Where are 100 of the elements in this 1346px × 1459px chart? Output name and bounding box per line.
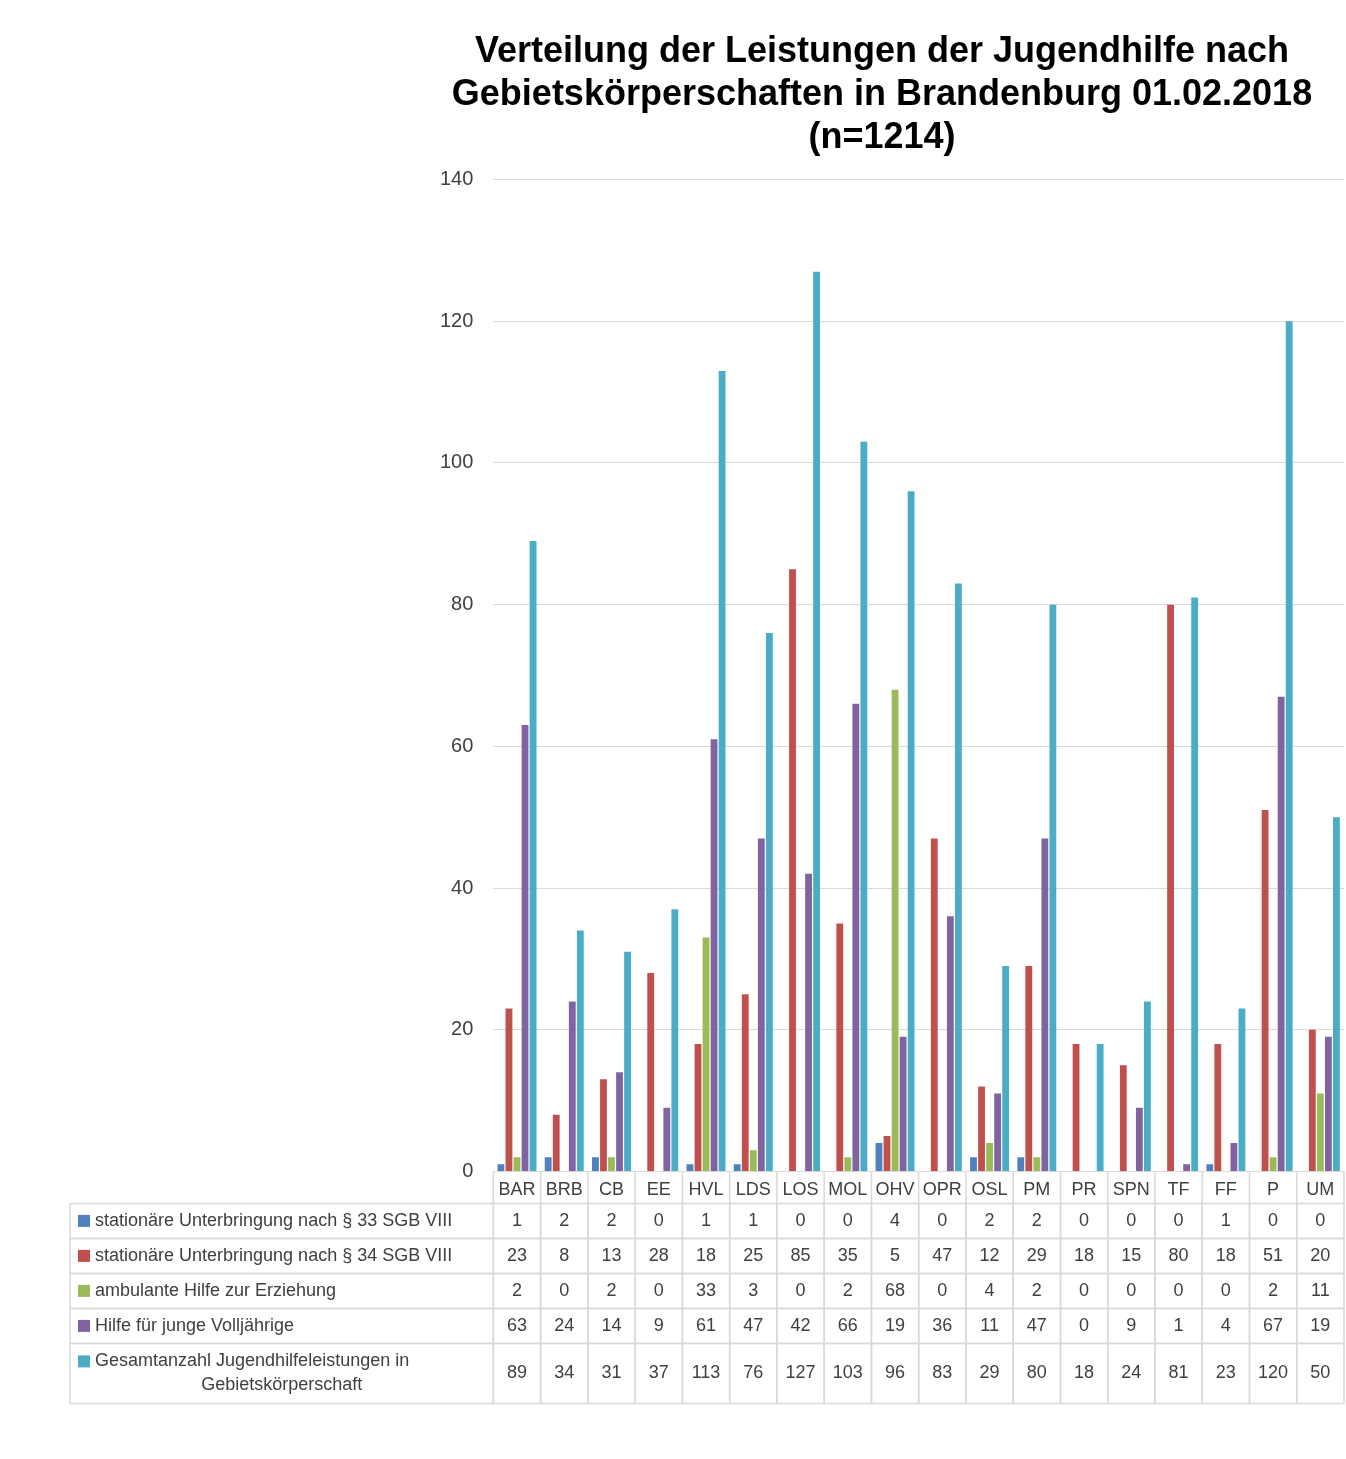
data-label: 113 <box>691 1362 721 1383</box>
data-label: 14 <box>601 1314 622 1335</box>
x-tick-label: MOL <box>828 1179 868 1200</box>
bar <box>805 873 812 1171</box>
chart-title: Verteilung der Leistungen der Jugendhilfe nach Gebietskörperschaften in Brandenburg 01.02.2018 (n=1214) <box>451 28 1313 156</box>
data-label: 24 <box>1121 1362 1142 1383</box>
data-label: 0 <box>1079 1314 1090 1335</box>
bar <box>836 923 844 1171</box>
data-label: 120 <box>1258 1362 1289 1383</box>
data-label: 23 <box>1215 1362 1236 1383</box>
data-label: 28 <box>648 1244 669 1265</box>
data-label: 18 <box>696 1244 717 1265</box>
data-label: 61 <box>696 1314 717 1335</box>
data-label: 18 <box>1074 1244 1095 1265</box>
data-label: 0 <box>795 1279 806 1300</box>
x-tick-label: TF <box>1167 1179 1190 1200</box>
data-label: 8 <box>559 1244 570 1265</box>
data-label: 0 <box>1220 1279 1231 1300</box>
legend-label: stationäre Unterbringung nach § 34 SGB VIII <box>95 1244 453 1265</box>
legend-label: Gesamtanzahl Jugendhilfeleistungen in Gebietskörperschaft <box>95 1350 410 1395</box>
bar <box>907 491 915 1171</box>
bar <box>852 703 860 1171</box>
data-label: 127 <box>785 1362 816 1383</box>
bar <box>765 632 773 1171</box>
bar <box>1308 1029 1316 1171</box>
data-label: 4 <box>1220 1314 1231 1335</box>
data-label: 2 <box>1031 1209 1042 1230</box>
data-label: 3 <box>748 1279 759 1300</box>
bar <box>813 271 821 1171</box>
data-label: 81 <box>1168 1362 1189 1383</box>
legend-label: Hilfe für junge Volljährige <box>95 1314 295 1335</box>
bar <box>1167 604 1174 1171</box>
bar <box>757 838 765 1171</box>
bar <box>686 1164 694 1171</box>
bar <box>1214 1043 1222 1171</box>
bar <box>1230 1143 1238 1171</box>
bar <box>844 1157 852 1171</box>
data-label: 33 <box>696 1279 717 1300</box>
bar <box>718 370 726 1171</box>
data-label: 103 <box>832 1362 863 1383</box>
bar <box>978 1086 985 1171</box>
data-label: 11 <box>1311 1279 1330 1300</box>
data-label: 35 <box>837 1244 858 1265</box>
bar <box>568 1001 576 1171</box>
data-label: 0 <box>1126 1279 1137 1300</box>
data-label: 36 <box>932 1314 953 1335</box>
bar <box>1316 1093 1324 1171</box>
y-tick-label: 120 <box>439 308 474 331</box>
data-label: 1 <box>1173 1314 1184 1335</box>
data-label: 1 <box>701 1209 712 1230</box>
bar <box>1096 1043 1104 1171</box>
data-label: 0 <box>1126 1209 1137 1230</box>
data-label: 1 <box>1220 1209 1231 1230</box>
data-label: 96 <box>885 1362 906 1383</box>
bar <box>733 1164 741 1171</box>
data-label: 0 <box>795 1209 806 1230</box>
bar <box>1183 1164 1191 1171</box>
data-label: 67 <box>1263 1314 1284 1335</box>
bar <box>1277 696 1285 1171</box>
data-label: 2 <box>511 1279 523 1300</box>
bar <box>1333 817 1340 1171</box>
data-label: 76 <box>743 1362 764 1383</box>
data-label: 20 <box>1310 1244 1331 1265</box>
bar <box>647 973 655 1171</box>
x-tick-label: BAR <box>498 1179 536 1200</box>
x-tick-label: LOS <box>782 1179 819 1200</box>
data-label: 23 <box>506 1244 528 1265</box>
data-label: 13 <box>601 1244 622 1265</box>
data-label: 42 <box>790 1314 811 1335</box>
bar <box>497 1164 505 1171</box>
data-label: 63 <box>506 1314 528 1335</box>
bar <box>899 1036 907 1171</box>
data-label: 0 <box>1079 1279 1090 1300</box>
bar <box>592 1157 599 1171</box>
bar <box>624 951 631 1171</box>
bar <box>663 1107 671 1171</box>
x-tick-label: EE <box>646 1179 671 1200</box>
data-label: 29 <box>1026 1244 1047 1265</box>
bar <box>1324 1036 1332 1171</box>
bar <box>954 583 962 1171</box>
y-tick-label: 20 <box>451 1017 474 1040</box>
bar <box>576 930 584 1171</box>
data-label: 80 <box>1026 1362 1047 1383</box>
data-label: 0 <box>1173 1279 1184 1300</box>
bar <box>513 1157 521 1171</box>
bar <box>1191 597 1199 1171</box>
data-label: 68 <box>885 1279 906 1300</box>
data-label: 31 <box>601 1362 622 1383</box>
data-label: 0 <box>1315 1209 1326 1230</box>
bar <box>789 569 796 1171</box>
bar <box>544 1157 552 1171</box>
bar <box>986 1143 993 1171</box>
data-label: 0 <box>653 1279 664 1300</box>
bar <box>994 1093 1002 1171</box>
data-label: 2 <box>606 1209 617 1230</box>
bar <box>600 1079 607 1171</box>
data-label: 0 <box>653 1209 664 1230</box>
bar <box>616 1072 623 1171</box>
data-label: 2 <box>559 1209 570 1230</box>
data-label: 47 <box>932 1244 953 1265</box>
